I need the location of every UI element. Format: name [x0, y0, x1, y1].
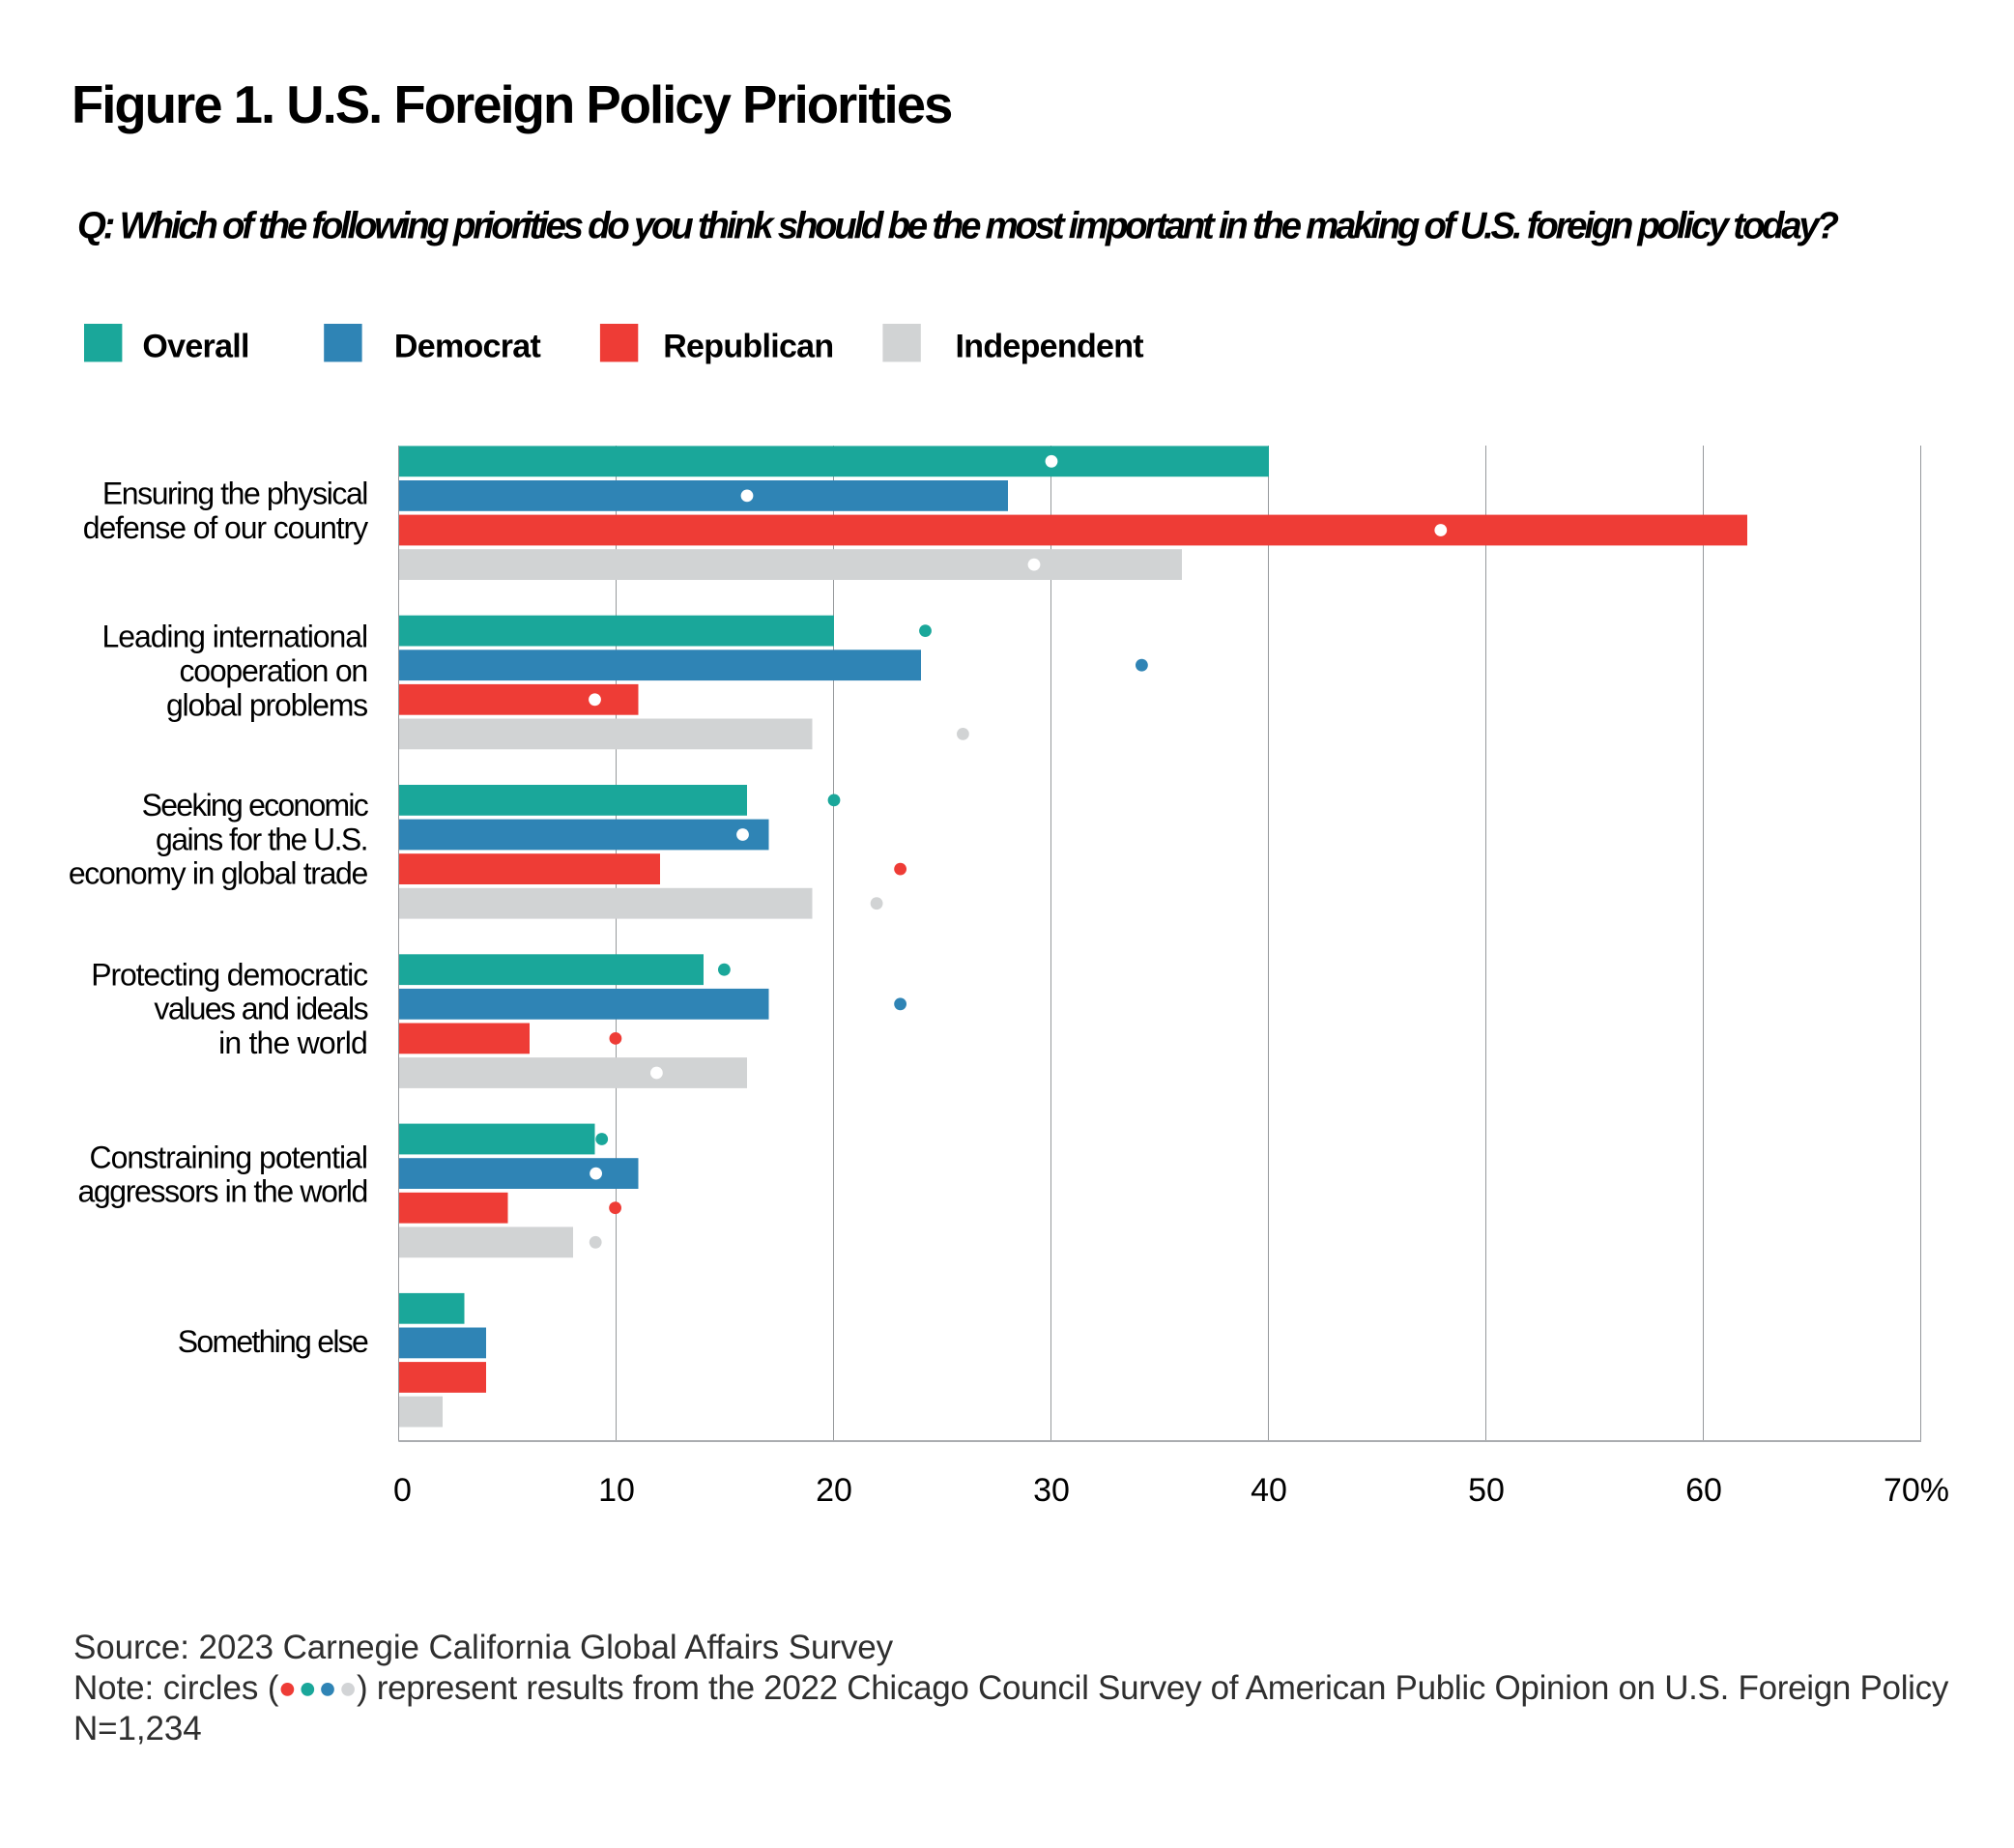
svg-text:0: 0 — [393, 1472, 412, 1509]
svg-text:Protecting democratic: Protecting democratic — [91, 957, 368, 992]
svg-text:20: 20 — [816, 1472, 852, 1509]
svg-text:in the world: in the world — [218, 1025, 367, 1060]
svg-text:Ensuring the physical: Ensuring the physical — [102, 476, 367, 511]
svg-text:global problems: global problems — [166, 687, 367, 722]
svg-text:Something else: Something else — [178, 1324, 368, 1359]
svg-text:Constraining potential: Constraining potential — [89, 1140, 367, 1174]
svg-text:50: 50 — [1468, 1472, 1505, 1509]
svg-text:Note: circles (: Note: circles ( — [73, 1669, 279, 1707]
svg-text:Q: Which of the following prio: Q: Which of the following priorities do … — [77, 206, 1838, 247]
svg-text:Democrat: Democrat — [394, 329, 541, 365]
svg-text:60: 60 — [1685, 1472, 1722, 1509]
svg-text:Overall: Overall — [142, 329, 248, 365]
svg-text:Figure 1. U.S. Foreign Policy: Figure 1. U.S. Foreign Policy Priorities — [72, 75, 952, 134]
svg-text:40: 40 — [1251, 1472, 1287, 1509]
svg-text:Independent: Independent — [956, 329, 1144, 365]
svg-text:Source: 2023 Carnegie Californ: Source: 2023 Carnegie California Global … — [73, 1629, 894, 1666]
svg-text:aggressors in the world: aggressors in the world — [77, 1174, 367, 1209]
svg-text:economy in global trade: economy in global trade — [69, 856, 368, 891]
svg-text:N=1,234: N=1,234 — [73, 1710, 202, 1747]
svg-text:Leading international: Leading international — [102, 620, 367, 654]
svg-text:Seeking economic: Seeking economic — [142, 788, 369, 823]
svg-text:30: 30 — [1033, 1472, 1070, 1509]
svg-text:Republican: Republican — [663, 329, 833, 365]
svg-text:values and ideals: values and ideals — [154, 992, 367, 1026]
svg-text:) represent results from the 2: ) represent results from the 2022 Chicag… — [357, 1669, 1949, 1707]
svg-text:10: 10 — [598, 1472, 635, 1509]
svg-text:defense of our country: defense of our country — [83, 510, 368, 545]
svg-text:70%: 70% — [1884, 1472, 1949, 1509]
svg-text:cooperation on: cooperation on — [180, 653, 368, 688]
svg-text:gains for the U.S.: gains for the U.S. — [156, 822, 367, 856]
